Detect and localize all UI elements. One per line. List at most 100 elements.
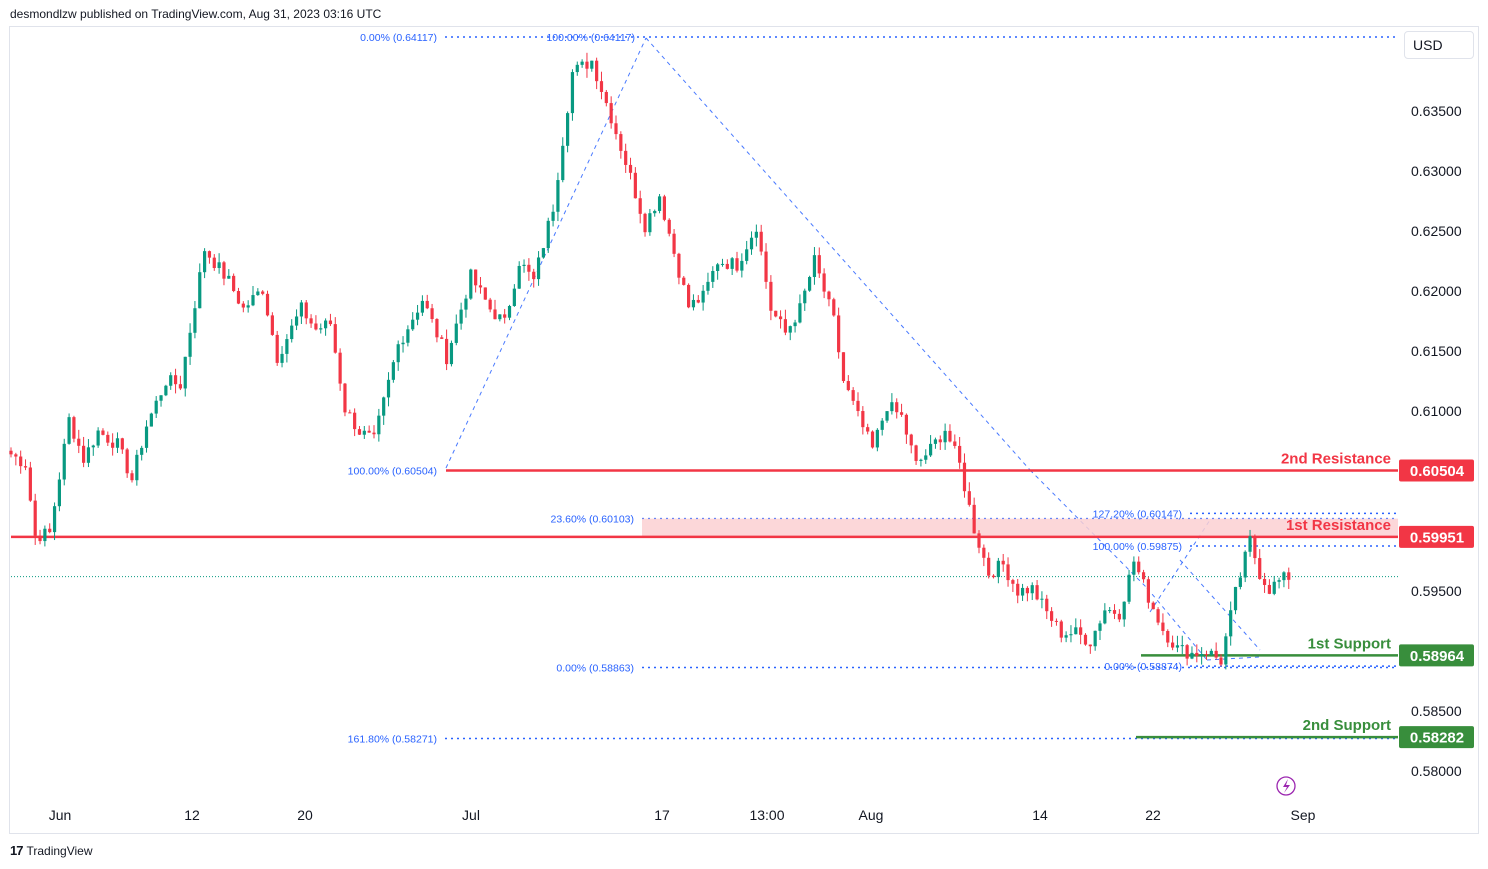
candle-body (720, 263, 725, 265)
candle-body (1020, 587, 1025, 596)
candle-body (899, 412, 904, 415)
lightning-icon[interactable] (1276, 776, 1296, 796)
candle-body (1248, 536, 1252, 552)
candle-body (919, 459, 923, 461)
candle-body (401, 342, 405, 345)
price-tag-label: 0.59951 (1410, 529, 1464, 546)
fib-labels: 0.00% (0.64117) 100.00% (0.64117) 100.00% … (348, 32, 1182, 746)
candle-body (643, 213, 647, 233)
candle-body (1258, 558, 1262, 579)
candle-body (57, 479, 61, 507)
fib-lines (11, 36, 1398, 740)
candle-body (996, 560, 1000, 578)
candle-body (735, 258, 739, 271)
candle-body (938, 439, 942, 443)
price-tag-label: 0.58964 (1410, 648, 1465, 665)
candle-body (1098, 623, 1102, 631)
candle-body (333, 324, 337, 353)
y-tick-label: 0.62000 (1411, 283, 1462, 299)
candle-body (304, 302, 308, 319)
price-tag-label: 0.60504 (1410, 463, 1465, 480)
candle-body (222, 262, 226, 279)
candle-body (1214, 650, 1218, 658)
candle-body (924, 455, 928, 460)
candle-body (62, 443, 66, 480)
candle-body (575, 64, 579, 73)
candle-body (827, 291, 831, 300)
fib-label: 161.80% (0.58271) (348, 733, 437, 745)
candle-body (48, 528, 52, 533)
footer-brand[interactable]: 17 TradingView (10, 843, 93, 858)
candle-body (96, 430, 100, 446)
candle-body (953, 441, 957, 446)
currency-button[interactable]: USD (1404, 31, 1474, 59)
candle-body (1200, 654, 1204, 656)
candle-body (832, 299, 836, 316)
candle-body (111, 442, 115, 448)
candle-body (1156, 609, 1160, 623)
candle-body (1064, 635, 1068, 638)
candle-body (914, 445, 918, 461)
fib-trendline (1179, 559, 1261, 651)
y-tick-label: 0.63000 (1411, 163, 1462, 179)
candle-body (328, 320, 333, 325)
x-tick-label: Jul (462, 807, 480, 823)
candle-body (362, 430, 366, 435)
candle-body (614, 123, 618, 135)
candle-body (730, 258, 734, 269)
candle-body (469, 269, 473, 299)
candle-body (1112, 610, 1117, 614)
candle-body (662, 196, 666, 220)
candle-body (958, 445, 962, 463)
candle-body (648, 213, 652, 233)
candle-body (1030, 585, 1034, 594)
publisher-info: desmondlzw published on TradingView.com,… (10, 7, 382, 21)
y-tick-label: 0.61500 (1411, 343, 1462, 359)
fib-label: 0.00% (0.64117) (360, 32, 437, 44)
fib-label: 127.20% (0.60147) (1093, 508, 1182, 520)
candle-body (1137, 561, 1141, 573)
candle-body (357, 429, 362, 435)
candle-body (164, 385, 168, 396)
candle-body (1277, 580, 1281, 582)
candle-body (38, 535, 42, 542)
candle-body (798, 303, 802, 323)
candle-body (769, 281, 773, 311)
candle-body (551, 211, 555, 221)
fib-label: 100.00% (0.59875) (1093, 541, 1182, 553)
candle-body (101, 430, 105, 435)
candle-body (445, 338, 449, 365)
candle-body (1025, 587, 1029, 594)
candle-body (1141, 572, 1146, 580)
candle-body (135, 454, 139, 481)
tradingview-logo-icon: 17 (10, 843, 24, 858)
candle-body (541, 248, 545, 258)
candle-body (793, 322, 797, 327)
candle-body (1287, 572, 1291, 580)
candle-body (280, 353, 284, 363)
candle-body (866, 427, 870, 432)
candle-body (890, 402, 894, 412)
candle-body (28, 467, 32, 501)
candle-body (599, 81, 604, 92)
level-name: 2nd Support (1303, 717, 1391, 734)
candle-body (386, 379, 391, 398)
fib-label: 0.00% (0.58874) (1104, 661, 1182, 673)
candle-body (851, 390, 855, 401)
candle-body (1224, 636, 1228, 665)
candle-body (319, 328, 323, 330)
candle-body (1190, 652, 1194, 659)
candle-body (140, 447, 144, 455)
candle-body (285, 339, 289, 354)
candle-body (435, 319, 439, 338)
candle-body (154, 400, 158, 414)
candle-body (716, 264, 720, 271)
y-tick-label: 0.63500 (1411, 103, 1462, 119)
candle-body (885, 411, 889, 421)
candle-body (343, 383, 347, 413)
candle-body (1243, 551, 1247, 578)
level-name: 2nd Resistance (1281, 451, 1391, 468)
candle-body (1127, 574, 1131, 602)
price-tag (1399, 644, 1474, 667)
